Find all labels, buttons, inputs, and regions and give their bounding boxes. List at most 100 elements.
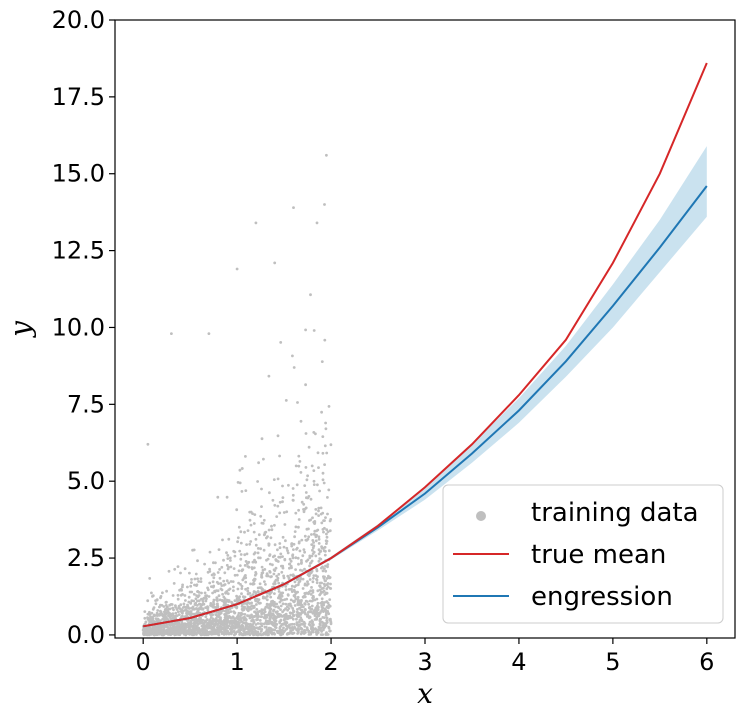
- training-point: [307, 610, 311, 614]
- training-point: [212, 625, 216, 628]
- training-point: [289, 631, 293, 635]
- training-point: [224, 618, 228, 621]
- training-point: [183, 567, 187, 571]
- training-point: [219, 582, 223, 585]
- training-point: [328, 629, 332, 633]
- training-point: [286, 632, 290, 636]
- training-point: [277, 596, 280, 600]
- training-point: [246, 589, 250, 593]
- training-point: [279, 633, 283, 637]
- training-point: [143, 610, 147, 613]
- training-point: [278, 454, 281, 458]
- training-point: [279, 629, 283, 632]
- training-point: [220, 584, 224, 587]
- training-point: [146, 617, 150, 621]
- training-point: [246, 562, 249, 565]
- training-point: [190, 599, 194, 603]
- training-point: [191, 548, 195, 552]
- training-point: [327, 549, 331, 553]
- training-point: [235, 267, 239, 271]
- training-point: [303, 602, 307, 605]
- training-point: [242, 629, 246, 633]
- y-axis-label: y: [4, 320, 37, 339]
- training-point: [328, 618, 331, 622]
- training-point: [325, 532, 328, 536]
- training-point: [231, 616, 235, 619]
- training-point: [203, 562, 207, 566]
- training-point: [320, 597, 324, 601]
- training-point: [321, 471, 325, 475]
- training-point: [153, 629, 157, 633]
- training-point: [219, 611, 223, 615]
- training-point: [238, 598, 242, 602]
- training-point: [248, 616, 252, 620]
- training-point: [243, 564, 247, 567]
- training-point: [253, 551, 257, 555]
- training-point: [155, 614, 159, 617]
- training-point: [205, 597, 208, 601]
- training-point: [283, 617, 287, 621]
- training-point: [210, 585, 213, 588]
- training-point: [300, 538, 304, 542]
- training-point: [260, 505, 263, 508]
- training-point: [229, 559, 232, 562]
- training-point: [249, 582, 253, 586]
- y-tick-label: 12.5: [52, 237, 105, 265]
- training-point: [319, 610, 323, 613]
- training-point: [144, 620, 148, 624]
- training-point: [187, 622, 190, 625]
- training-point: [207, 332, 211, 335]
- training-point: [211, 580, 215, 584]
- training-point: [317, 542, 321, 545]
- training-point: [241, 568, 245, 572]
- training-point: [240, 587, 244, 590]
- training-point: [218, 598, 222, 602]
- training-point: [222, 579, 226, 583]
- training-point: [279, 604, 283, 608]
- training-point: [250, 613, 253, 617]
- training-point: [284, 623, 287, 626]
- training-point: [269, 595, 273, 599]
- y-tick-label: 0.0: [67, 621, 105, 649]
- training-point: [170, 332, 173, 335]
- training-point: [179, 588, 183, 591]
- training-point: [294, 525, 298, 529]
- training-point: [269, 626, 272, 630]
- y-tick-label: 5.0: [67, 467, 105, 495]
- training-point: [183, 624, 187, 627]
- training-point: [326, 496, 329, 499]
- training-point: [291, 493, 295, 497]
- training-point: [254, 537, 258, 541]
- training-point: [281, 496, 285, 499]
- training-point: [243, 621, 247, 625]
- training-point: [211, 620, 215, 624]
- training-point: [291, 554, 294, 558]
- training-point: [329, 582, 332, 586]
- training-point: [171, 606, 175, 610]
- training-point: [298, 579, 302, 583]
- training-point: [288, 562, 292, 566]
- training-point: [321, 569, 325, 573]
- training-point: [282, 545, 286, 549]
- training-point: [270, 631, 274, 635]
- training-point: [199, 580, 203, 583]
- training-point: [324, 427, 328, 431]
- training-point: [236, 587, 240, 591]
- training-point: [162, 626, 166, 630]
- training-point: [225, 598, 229, 602]
- training-point: [212, 572, 216, 576]
- training-point: [236, 626, 239, 629]
- training-point: [328, 604, 332, 608]
- training-point: [257, 601, 261, 605]
- training-point: [294, 597, 298, 601]
- training-point: [294, 556, 298, 560]
- training-point: [188, 571, 191, 575]
- training-point: [212, 561, 215, 565]
- training-point: [212, 605, 215, 609]
- training-point: [289, 559, 293, 563]
- training-point: [159, 609, 162, 613]
- training-point: [258, 625, 262, 629]
- training-point: [273, 503, 277, 507]
- training-point: [289, 598, 293, 602]
- training-point: [286, 617, 290, 621]
